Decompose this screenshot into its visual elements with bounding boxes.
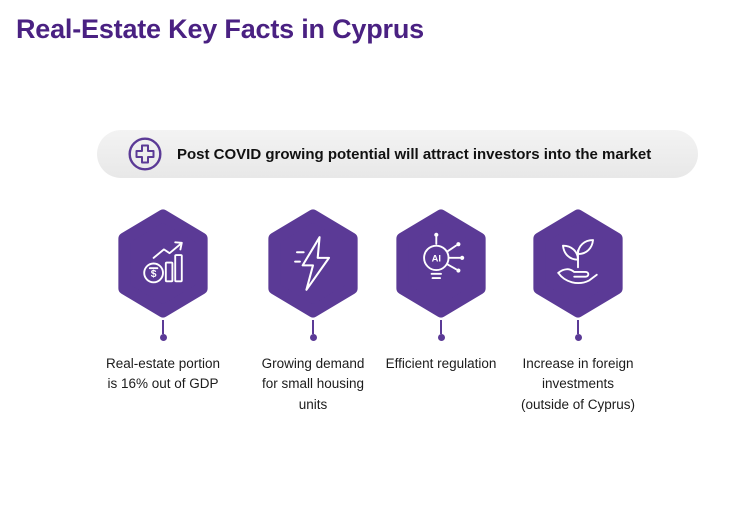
fact-caption: Growing demand for small housing units bbox=[261, 356, 365, 412]
fact-caption: Increase in foreign investments (outside… bbox=[520, 356, 636, 412]
fact-item-foreign-investments: Increase in foreign investments (outside… bbox=[503, 209, 653, 415]
banner: Post COVID growing potential will attrac… bbox=[97, 130, 698, 178]
lightning-bolt-icon bbox=[266, 209, 360, 318]
connector-dot bbox=[437, 334, 445, 341]
plus-badge-icon bbox=[127, 136, 163, 172]
connector-line bbox=[440, 320, 442, 334]
ai-lightbulb-icon: AI bbox=[394, 209, 488, 318]
connector-line bbox=[162, 320, 164, 334]
banner-text: Post COVID growing potential will attrac… bbox=[177, 145, 652, 163]
svg-text:$: $ bbox=[151, 269, 157, 280]
hand-plant-icon bbox=[531, 209, 625, 318]
connector-dot bbox=[309, 334, 317, 341]
fact-item-growing-demand: Growing demand for small housing units bbox=[238, 209, 388, 415]
fact-caption: Real-estate portion is 16% out of GDP bbox=[105, 356, 221, 392]
money-growth-chart-icon: $ bbox=[116, 209, 210, 318]
fact-item-real-estate-gdp: $ Real-estate portion is 16% out of GDP bbox=[88, 209, 238, 395]
svg-text:AI: AI bbox=[432, 253, 441, 264]
connector-line bbox=[577, 320, 579, 334]
page-title: Real-Estate Key Facts in Cyprus bbox=[16, 14, 424, 44]
connector-dot bbox=[574, 334, 582, 341]
fact-item-efficient-regulation: AI Efficient regulation bbox=[366, 209, 516, 374]
connector-dot bbox=[159, 334, 167, 341]
connector-line bbox=[312, 320, 314, 334]
fact-caption: Efficient regulation bbox=[385, 356, 497, 371]
